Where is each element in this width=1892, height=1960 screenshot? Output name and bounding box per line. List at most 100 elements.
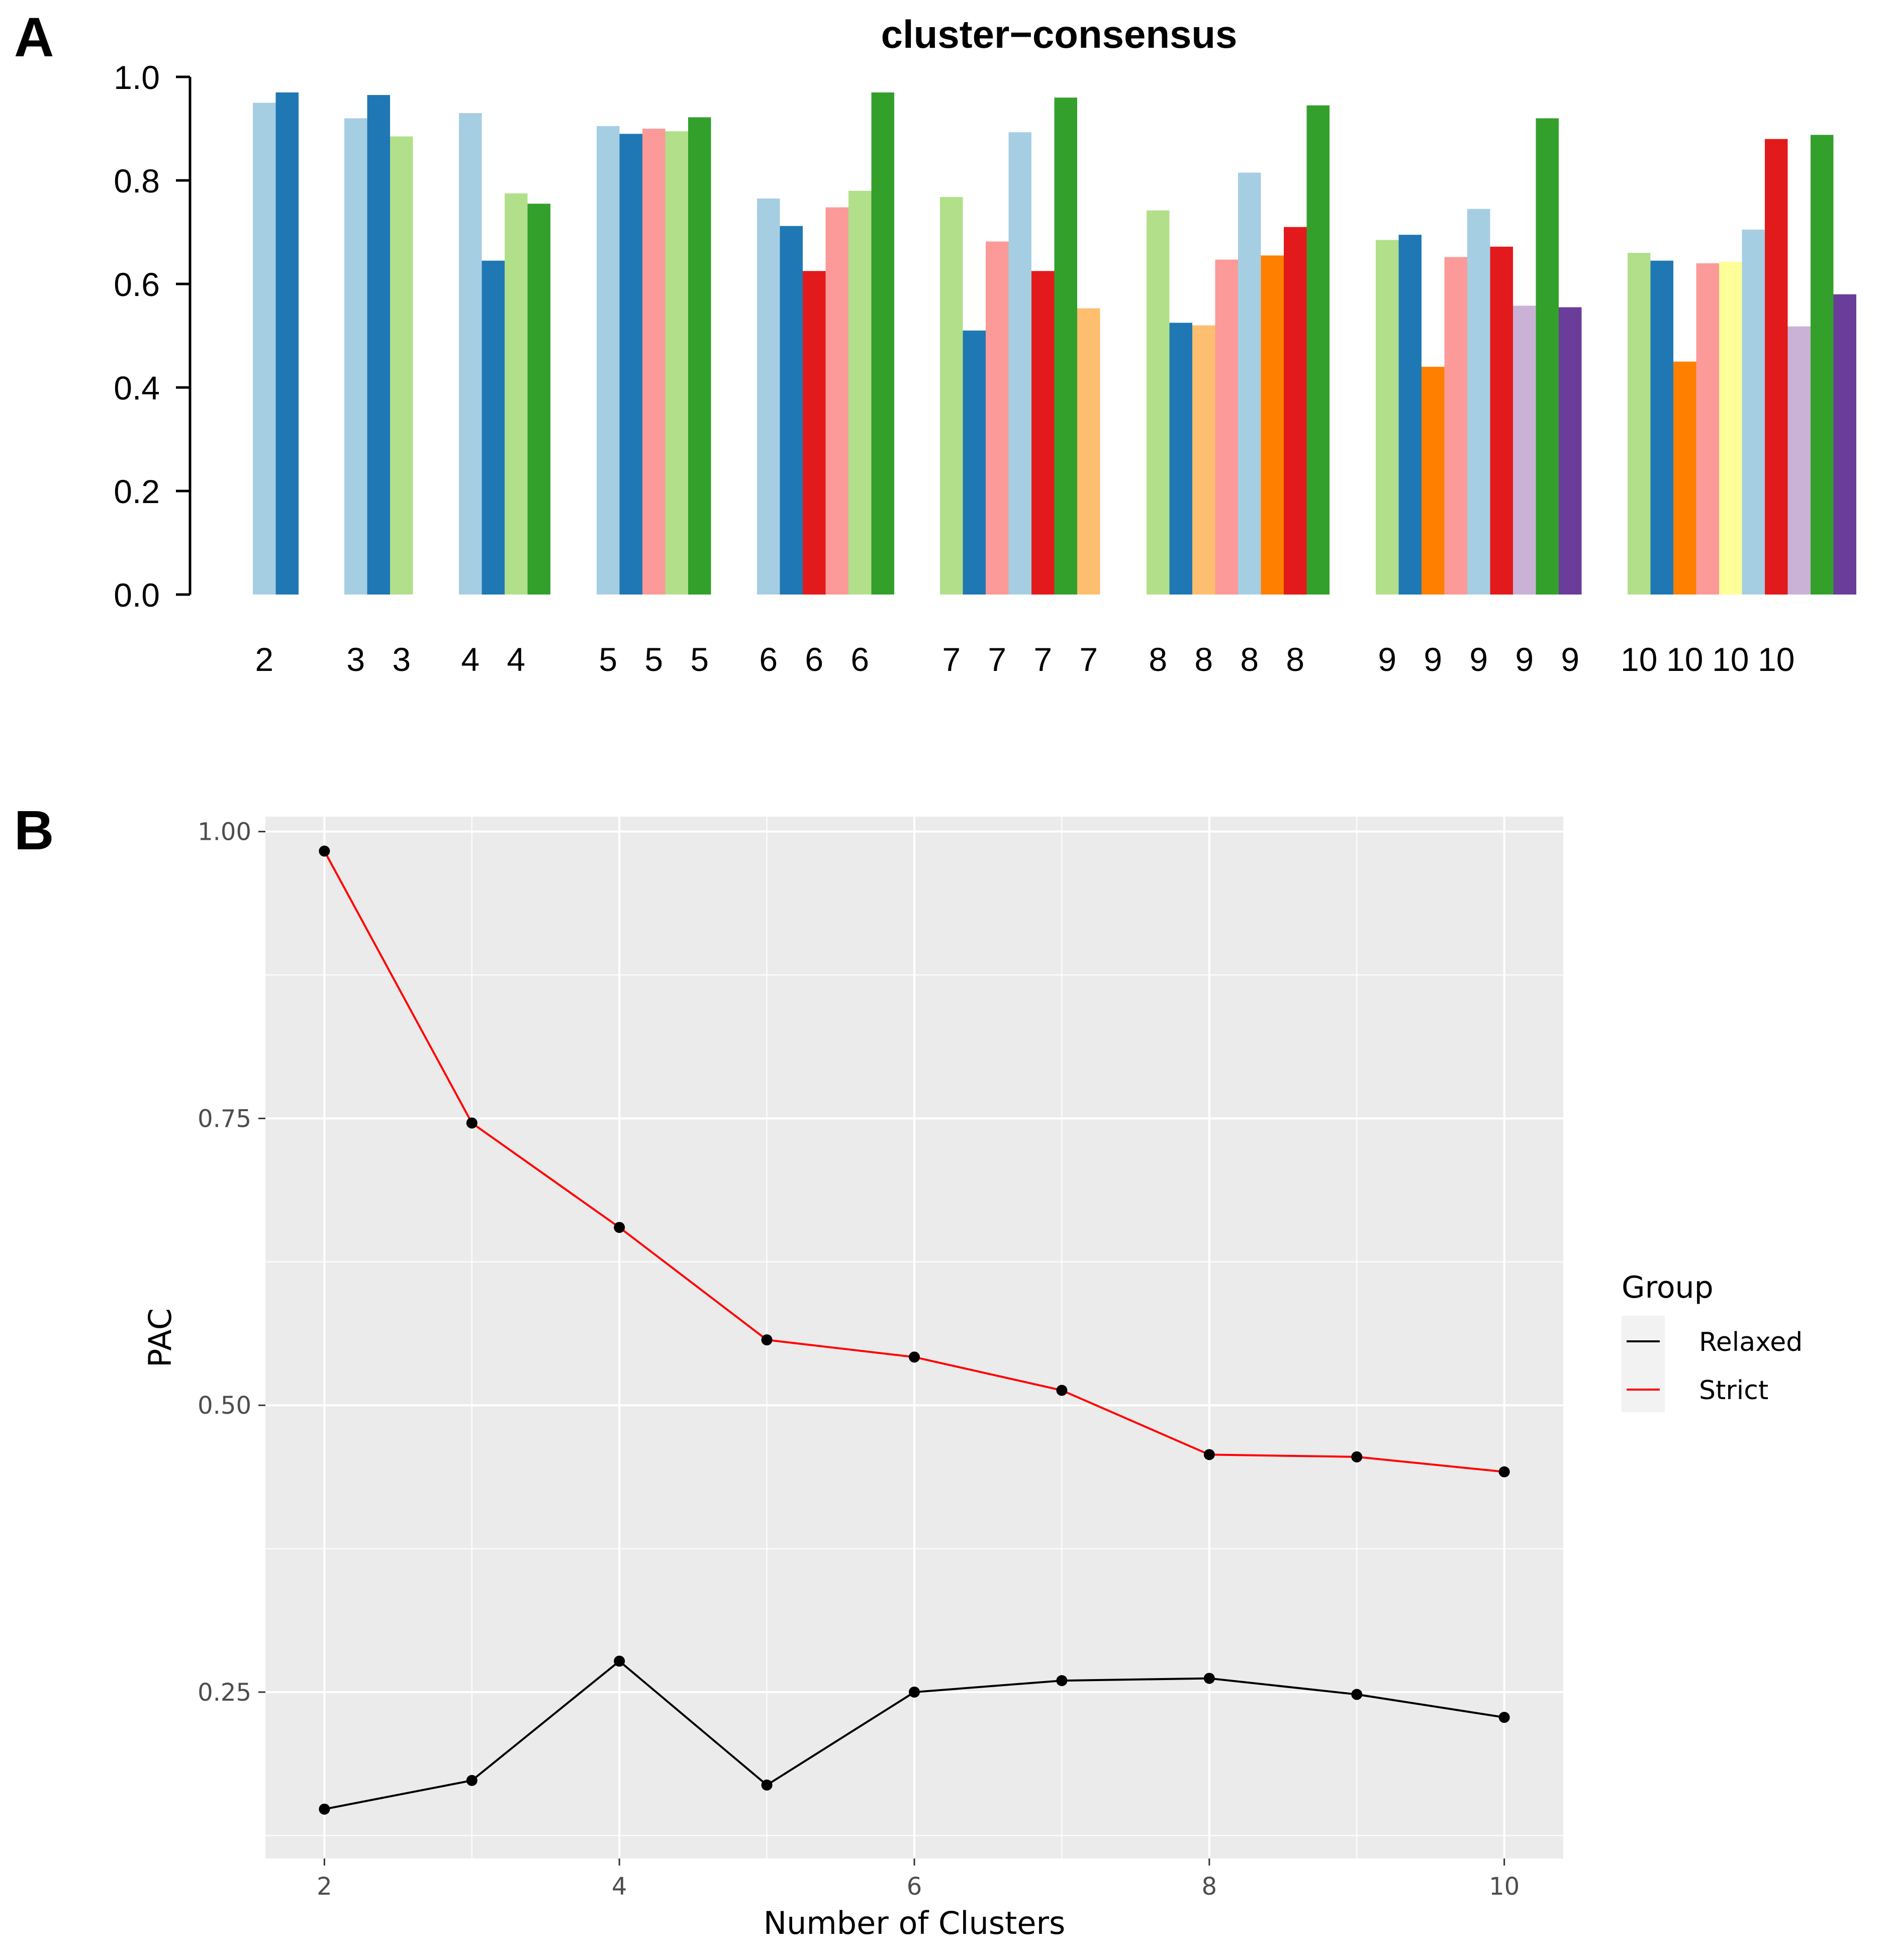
point-strict xyxy=(319,845,330,857)
bar-k6-3 xyxy=(803,271,826,595)
bar-k4-4 xyxy=(527,204,550,595)
legend-label-strict: Strict xyxy=(1699,1376,1768,1406)
bar-k9-3 xyxy=(1422,366,1445,595)
bars xyxy=(253,92,1856,595)
point-relaxed xyxy=(1056,1675,1068,1687)
series-points xyxy=(319,845,1510,1815)
y-tick-label: 0.6 xyxy=(114,266,160,303)
bar-k5-5 xyxy=(688,117,711,595)
point-strict xyxy=(1203,1449,1215,1460)
x-tick-label: 8 xyxy=(1202,1873,1217,1901)
x-label-k7: 7 xyxy=(942,641,961,678)
legend-label-relaxed: Relaxed xyxy=(1699,1327,1803,1357)
point-strict xyxy=(1498,1466,1510,1478)
x-tick-label: 10 xyxy=(1489,1873,1520,1901)
x-label-k2: 2 xyxy=(255,641,273,678)
bar-k8-3 xyxy=(1192,325,1215,595)
y-tick-label: 0.2 xyxy=(114,473,160,510)
x-label-k7: 7 xyxy=(1079,641,1098,678)
x-label-k6: 6 xyxy=(805,641,823,678)
x-tick-label: 2 xyxy=(317,1873,332,1901)
x-label-k3: 3 xyxy=(346,641,365,678)
legend: Group Relaxed Strict xyxy=(1622,1270,1803,1412)
bar-k10-7 xyxy=(1765,139,1788,595)
bar-k10-1 xyxy=(1628,253,1651,595)
bar-k8-4 xyxy=(1215,259,1238,595)
y-tick-label: 0.50 xyxy=(198,1392,251,1420)
bar-k4-3 xyxy=(505,193,528,595)
bar-k6-1 xyxy=(757,199,780,595)
panel-a-consensus-bar-chart: A cluster−consensus 0.0 0.2 0.4 0.6 0.8 1.0 2… xyxy=(14,7,1856,678)
bar-k9-4 xyxy=(1444,257,1467,595)
bar-k9-8 xyxy=(1536,118,1559,595)
bar-k10-8 xyxy=(1787,326,1811,595)
x-label-k10: 10 xyxy=(1712,641,1749,678)
x-label-k8: 8 xyxy=(1194,641,1213,678)
bar-k3-3 xyxy=(390,136,413,595)
bar-k2-2 xyxy=(275,92,299,595)
bar-k9-9 xyxy=(1559,307,1582,595)
bar-k6-5 xyxy=(848,190,872,595)
legend-title: Group xyxy=(1622,1270,1714,1305)
x-label-k6: 6 xyxy=(850,641,869,678)
point-relaxed xyxy=(909,1686,920,1698)
point-strict xyxy=(761,1334,773,1346)
y-tick-label: 1.00 xyxy=(198,818,251,846)
chart-title: cluster−consensus xyxy=(881,12,1238,56)
bar-k10-5 xyxy=(1719,261,1742,595)
x-label-k10: 10 xyxy=(1666,641,1703,678)
point-relaxed xyxy=(466,1775,478,1786)
bar-k9-7 xyxy=(1513,306,1536,595)
bar-k10-10 xyxy=(1833,294,1856,595)
bar-k7-1 xyxy=(940,197,963,595)
bar-k9-6 xyxy=(1490,246,1513,595)
bar-k7-3 xyxy=(986,241,1009,595)
bar-k9-2 xyxy=(1398,235,1422,595)
bar-k7-6 xyxy=(1054,97,1077,595)
x-label-k5: 5 xyxy=(690,641,709,678)
y-tick-label: 0.25 xyxy=(198,1679,251,1707)
point-relaxed xyxy=(319,1803,330,1815)
bar-k8-8 xyxy=(1306,105,1330,595)
bar-k5-4 xyxy=(665,131,688,595)
x-label-k10: 10 xyxy=(1758,641,1794,678)
y-tick-label: 0.75 xyxy=(198,1105,251,1133)
x-label-k8: 8 xyxy=(1286,641,1304,678)
bar-k2-1 xyxy=(253,103,276,595)
y-tick-label: 1.0 xyxy=(114,59,160,96)
x-label-k6: 6 xyxy=(759,641,778,678)
x-label-k9: 9 xyxy=(1561,641,1579,678)
y-tick-label: 0.0 xyxy=(114,576,160,614)
bar-k10-4 xyxy=(1696,263,1719,595)
bar-k7-2 xyxy=(963,330,986,595)
y-tick-label: 0.8 xyxy=(114,162,160,200)
x-tick-label: 4 xyxy=(612,1873,627,1901)
bar-k10-9 xyxy=(1811,135,1834,595)
bar-k6-2 xyxy=(780,226,803,595)
point-relaxed xyxy=(1203,1673,1215,1684)
bar-k5-1 xyxy=(597,126,620,595)
x-label-k9: 9 xyxy=(1378,641,1396,678)
bar-k4-2 xyxy=(482,260,505,595)
point-relaxed xyxy=(1498,1712,1510,1723)
bar-k6-4 xyxy=(825,207,848,595)
bar-k8-5 xyxy=(1238,172,1261,595)
point-strict xyxy=(1351,1451,1363,1462)
bar-k10-2 xyxy=(1650,260,1673,595)
x-label-k7: 7 xyxy=(1033,641,1052,678)
x-axis-labels: 2 3 3 4 4 5 5 5 6 6 6 7 7 7 7 8 8 8 8 9 9 9 9 9 10 10 10 10 xyxy=(255,641,1794,678)
bar-k6-6 xyxy=(871,92,894,595)
bar-k9-1 xyxy=(1376,240,1399,595)
y-tick-label: 0.4 xyxy=(114,369,160,407)
y-axis-title: PAC xyxy=(142,1308,178,1367)
axes: 0.25 0.50 0.75 1.00 2 4 6 8 10 xyxy=(198,818,1520,1901)
bar-k7-7 xyxy=(1077,308,1100,595)
point-strict xyxy=(909,1351,920,1363)
bar-k8-7 xyxy=(1284,227,1307,595)
x-label-k4: 4 xyxy=(507,641,525,678)
x-label-k7: 7 xyxy=(988,641,1006,678)
point-relaxed xyxy=(761,1779,773,1791)
x-label-k4: 4 xyxy=(461,641,480,678)
panel-a-letter: A xyxy=(14,7,54,68)
